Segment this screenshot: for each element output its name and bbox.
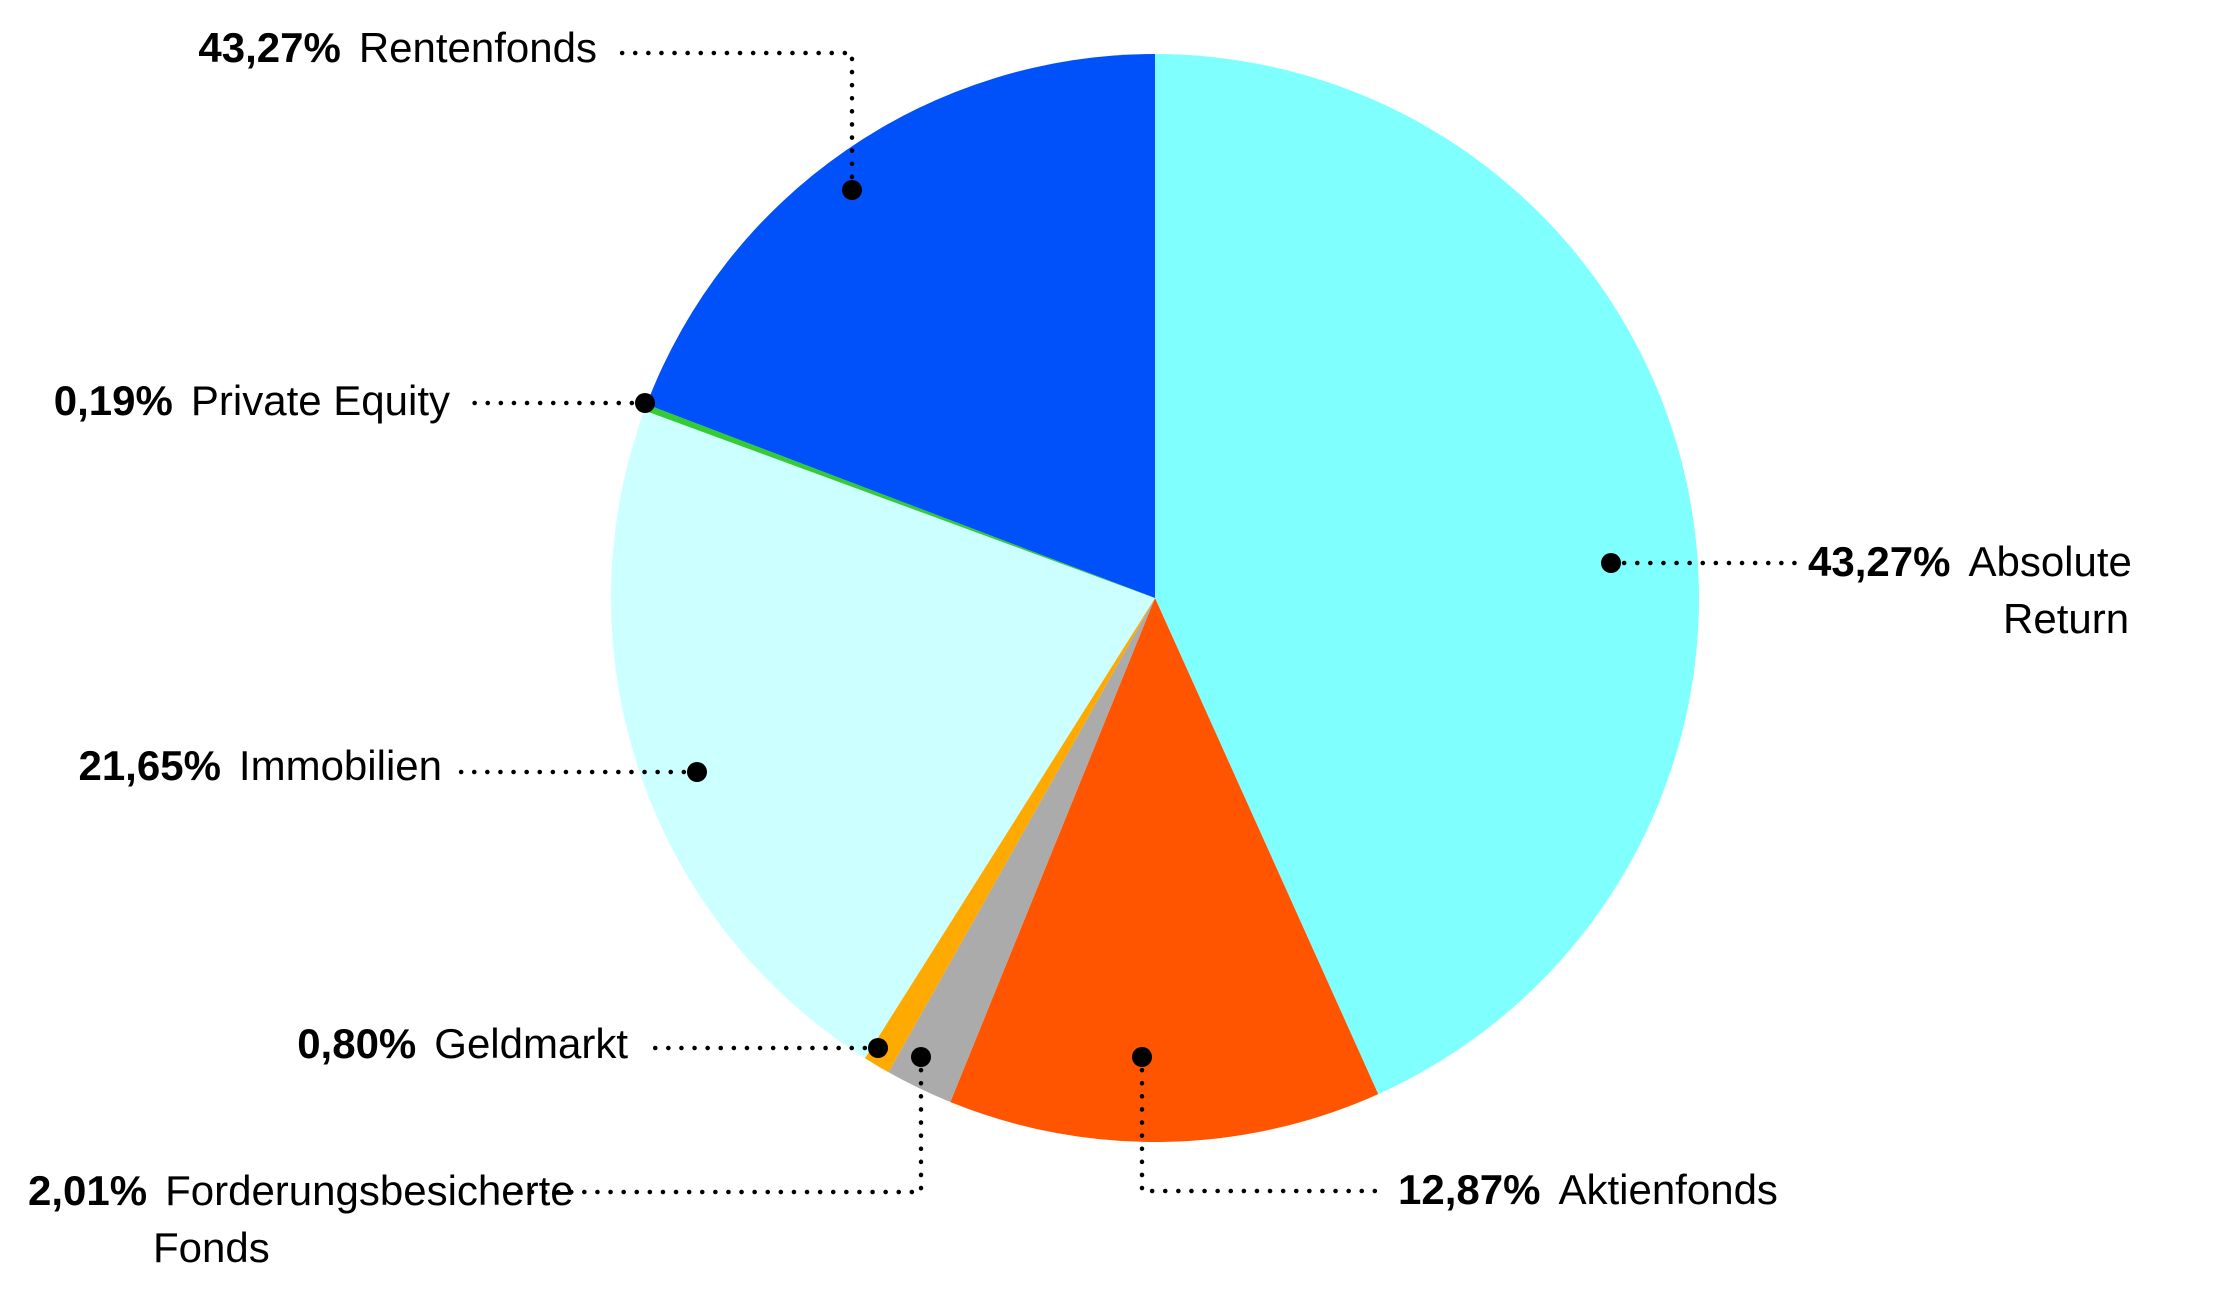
pie-slice-forderungsbesicherte-fonds [888, 598, 1155, 1103]
pie-slice-immobilien [610, 410, 1155, 1059]
label-geldmarkt: 0,80% Geldmarkt [297, 1022, 628, 1066]
label-rentenfonds: 43,27% Rentenfonds [198, 26, 597, 70]
leader-line-rentenfonds [609, 50, 855, 193]
anchor-dot-absolute-return [1601, 553, 1621, 573]
pie-slice-absolute-return [1155, 54, 1699, 1095]
anchor-dot-geldmarkt [868, 1038, 888, 1058]
label-forderungsbesicherte-name: Forderungsbesicherte [165, 1167, 574, 1214]
label-private-equity-value: 0,19% [53, 377, 173, 424]
label-absolute-return-value: 43,27% [1808, 538, 1951, 585]
anchor-dot-rentenfonds [842, 180, 862, 200]
label-immobilien-value: 21,65% [78, 742, 221, 789]
label-rentenfonds-value: 43,27% [198, 24, 341, 71]
pie-slice-rentenfonds [646, 54, 1155, 598]
anchor-dot-aktienfonds [1132, 1047, 1152, 1067]
pie-slice-geldmarkt [864, 598, 1155, 1073]
label-aktienfonds-value: 12,87% [1398, 1166, 1541, 1213]
label-absolute-return: 43,27% Absolute Return [1808, 540, 2132, 641]
label-geldmarkt-value: 0,80% [297, 1020, 417, 1067]
anchor-dot-immobilien [687, 762, 707, 782]
label-private-equity-name: Private Equity [190, 377, 450, 424]
label-immobilien: 21,65% Immobilien [78, 744, 442, 788]
pie-slice-private-equity [644, 404, 1155, 598]
label-absolute-return-line1: 43,27% Absolute [1808, 540, 2132, 584]
label-immobilien-name: Immobilien [238, 742, 442, 789]
label-absolute-return-line2: Return [2003, 595, 2130, 642]
label-forderungsbesicherte-line1: 2,01% Forderungsbesicherte [28, 1169, 574, 1213]
label-private-equity: 0,19% Private Equity [54, 379, 450, 423]
anchor-dot-private-equity [635, 393, 655, 413]
leader-line-forderungsbesicherte-fonds [515, 1054, 924, 1195]
label-absolute-return-name: Absolute [1968, 538, 2132, 585]
pie-slice-aktienfonds [950, 598, 1379, 1142]
label-forderungsbesicherte-fonds: 2,01% Forderungsbesicherte Fonds [28, 1169, 574, 1270]
label-aktienfonds: 12,87% Aktienfonds [1398, 1168, 1778, 1212]
anchor-dot-forderungsbesicherte-fonds [911, 1047, 931, 1067]
label-aktienfonds-name: Aktienfonds [1558, 1166, 1778, 1213]
label-rentenfonds-name: Rentenfonds [358, 24, 597, 71]
label-forderungsbesicherte-value: 2,01% [28, 1167, 148, 1214]
label-forderungsbesicherte-line2: Fonds [153, 1224, 270, 1271]
label-geldmarkt-name: Geldmarkt [434, 1020, 628, 1067]
